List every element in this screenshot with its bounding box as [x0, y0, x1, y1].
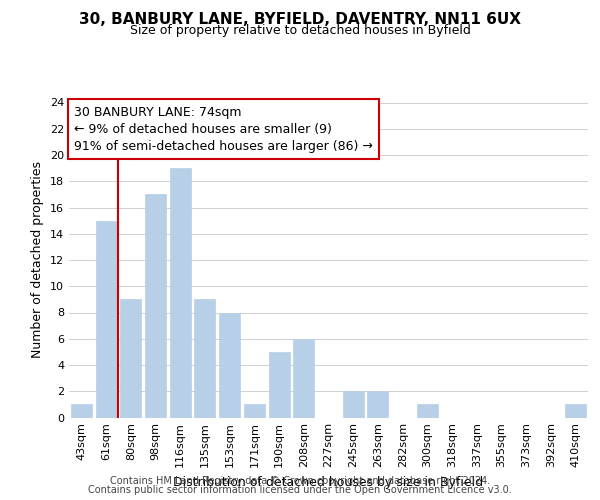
- Bar: [269, 352, 290, 418]
- Bar: [145, 194, 166, 418]
- Bar: [170, 168, 191, 418]
- Bar: [120, 300, 141, 418]
- Bar: [95, 220, 116, 418]
- Bar: [194, 300, 215, 418]
- Bar: [417, 404, 438, 417]
- Text: Size of property relative to detached houses in Byfield: Size of property relative to detached ho…: [130, 24, 470, 37]
- Bar: [565, 404, 586, 417]
- Bar: [293, 339, 314, 417]
- Bar: [219, 312, 240, 418]
- Bar: [343, 391, 364, 417]
- Text: 30 BANBURY LANE: 74sqm
← 9% of detached houses are smaller (9)
91% of semi-detac: 30 BANBURY LANE: 74sqm ← 9% of detached …: [74, 106, 373, 152]
- Text: 30, BANBURY LANE, BYFIELD, DAVENTRY, NN11 6UX: 30, BANBURY LANE, BYFIELD, DAVENTRY, NN1…: [79, 12, 521, 28]
- Bar: [71, 404, 92, 417]
- Text: Contains HM Land Registry data © Crown copyright and database right 2024.: Contains HM Land Registry data © Crown c…: [110, 476, 490, 486]
- Bar: [244, 404, 265, 417]
- Bar: [367, 391, 388, 417]
- X-axis label: Distribution of detached houses by size in Byfield: Distribution of detached houses by size …: [173, 476, 484, 489]
- Text: Contains public sector information licensed under the Open Government Licence v3: Contains public sector information licen…: [88, 485, 512, 495]
- Y-axis label: Number of detached properties: Number of detached properties: [31, 162, 44, 358]
